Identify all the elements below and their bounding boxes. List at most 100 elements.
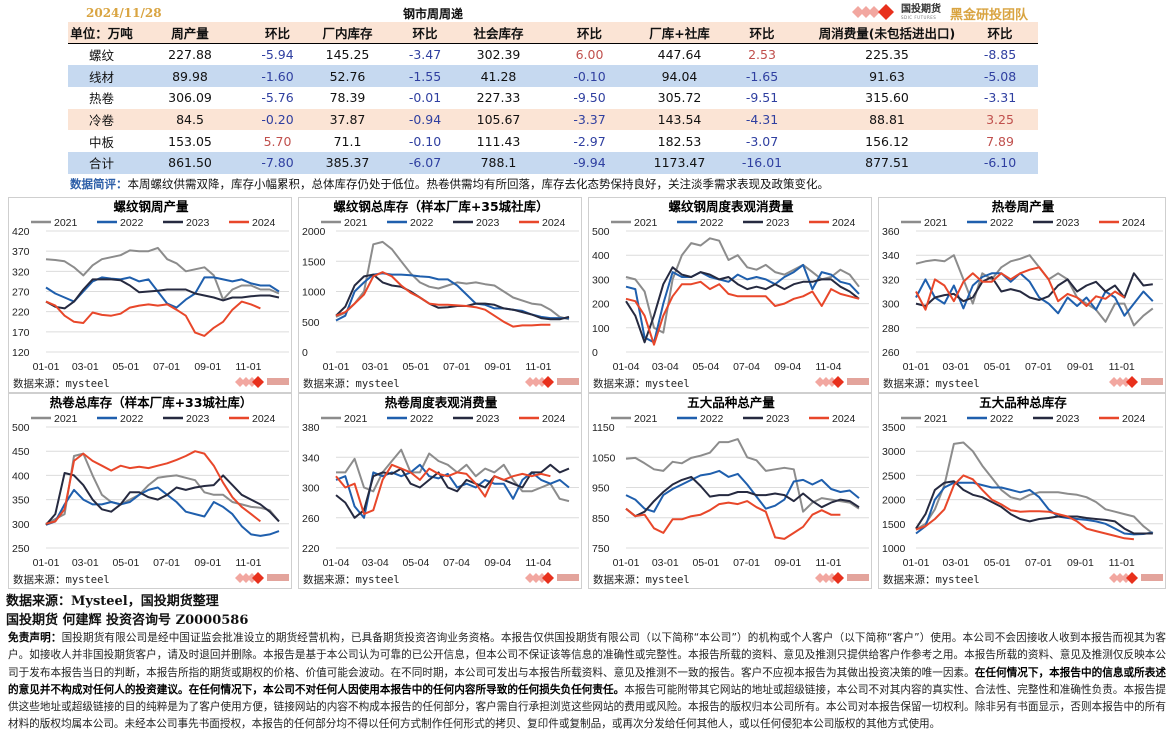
y-tick-label: 1500 xyxy=(302,256,326,268)
chart-logo-icon xyxy=(1109,572,1163,584)
x-tick-label: 01-01 xyxy=(33,361,60,373)
y-tick-label: 370 xyxy=(12,246,30,258)
chart-source: 数据来源：mysteel xyxy=(593,377,690,390)
x-tick-label: 07-01 xyxy=(153,557,180,569)
series-line-2023 xyxy=(45,472,280,526)
table-cell: -5.94 xyxy=(261,47,294,63)
logo-diamond xyxy=(542,376,554,388)
table-cell: 788.1 xyxy=(480,155,517,171)
chart-title: 热卷总库存（样本厂库+33城社库） xyxy=(50,395,253,410)
series-line-2022 xyxy=(625,469,860,513)
y-tick-label: 170 xyxy=(12,327,30,339)
y-tick-label: 450 xyxy=(12,446,30,458)
x-tick-label: 11-04 xyxy=(815,361,841,373)
x-tick-label: 09-01 xyxy=(1067,361,1094,373)
y-tick-label: 300 xyxy=(12,519,30,531)
chart-panel: 热卷总库存（样本厂库+33城社库） 2021 2022 2023 2024 250 300 3… xyxy=(8,393,292,589)
legend-label: 2024 xyxy=(252,413,276,425)
data-commentary: 数据简评：本周螺纹供需双降，库存小幅累积，总体库存仍处于低位。热卷供需均有所回落… xyxy=(70,176,829,192)
chart-source: 数据来源：mysteel xyxy=(593,573,690,586)
legend-label: 2022 xyxy=(990,413,1014,425)
line-chart: 热卷总库存（样本厂库+33城社库） 2021 2022 2023 2024 250 300 3… xyxy=(12,395,289,586)
chart-source: 数据来源：mysteel xyxy=(13,377,110,390)
legend-label: 2023 xyxy=(766,217,790,229)
x-tick-label: 03-01 xyxy=(942,557,969,569)
legend-label: 2023 xyxy=(1056,413,1080,425)
y-tick-label: 320 xyxy=(12,266,30,278)
chart-source: 数据来源：mysteel xyxy=(303,573,400,586)
x-tick-label: 11-01 xyxy=(235,557,261,569)
x-tick-label: 01-01 xyxy=(323,361,350,373)
table-cell: 94.04 xyxy=(661,68,698,84)
y-tick-label: 260 xyxy=(882,347,900,359)
table-cell: 5.70 xyxy=(263,133,292,149)
logo-diamond-icon xyxy=(852,4,894,20)
x-tick-label: 03-04 xyxy=(362,557,389,569)
table-cell: 2.53 xyxy=(748,47,776,63)
x-tick-label: 07-04 xyxy=(733,361,760,373)
logo-diamond xyxy=(832,572,844,584)
table-cell: -9.94 xyxy=(573,155,606,171)
logo-text-mark xyxy=(847,574,869,581)
chart-panel: 螺纹钢周度表观消费量 2021 2022 2023 2024 0 100 200 300 400 5… xyxy=(588,197,872,393)
legend-label: 2021 xyxy=(924,217,948,229)
y-tick-label: 100 xyxy=(592,323,610,335)
table-cell: -5.08 xyxy=(983,68,1017,84)
y-tick-label: 0 xyxy=(592,347,598,359)
x-tick-label: 03-01 xyxy=(362,361,389,373)
logo-diamond xyxy=(1109,573,1119,583)
table-cell: -3.31 xyxy=(983,90,1017,106)
table-cell: -9.51 xyxy=(745,90,779,106)
row-label: 合计 xyxy=(88,156,114,172)
table-cell: -7.80 xyxy=(261,155,294,171)
table-row: 热卷 306.09 -5.76 78.39 -0.01 227.33 -9.50 305.72… xyxy=(68,87,1038,109)
line-chart: 螺纹钢总库存（样本厂库+35城社库） 2021 2022 2023 2024 0 500 10… xyxy=(302,199,579,390)
chart-source: 数据来源：mysteel xyxy=(883,573,980,586)
chart-source: 数据来源：mysteel xyxy=(13,573,110,586)
chart-logo-icon xyxy=(815,376,869,388)
logo-subtext: SDIC FUTURES xyxy=(901,14,937,20)
y-tick-label: 1050 xyxy=(592,452,616,464)
table-cell: 88.81 xyxy=(869,112,905,128)
legend-label: 2024 xyxy=(832,413,856,425)
logo-text-mark xyxy=(847,378,869,385)
column-header: 环比 xyxy=(385,22,465,45)
logo-text-mark xyxy=(267,574,289,581)
table-cell: -0.01 xyxy=(408,90,442,106)
x-tick-label: 09-01 xyxy=(1067,557,1094,569)
y-tick-label: 300 xyxy=(882,299,900,311)
table-cell: -9.50 xyxy=(573,90,606,106)
chart-logo-icon xyxy=(1109,376,1163,388)
table-cell: 306.09 xyxy=(168,90,212,106)
x-tick-label: 09-01 xyxy=(774,557,801,569)
line-chart: 五大品种总库存 2021 2022 2023 2024 1000 1500 2000 2500 3… xyxy=(882,395,1163,586)
y-tick-label: 500 xyxy=(592,226,610,238)
footer-author: 国投期货 何建辉 投资咨询号 Z0000586 xyxy=(6,613,249,628)
column-header: 环比 xyxy=(245,22,310,45)
table-cell: 37.87 xyxy=(329,112,366,128)
x-tick-label: 03-01 xyxy=(652,557,679,569)
column-header: 环比 xyxy=(962,22,1038,45)
table-cell: 7.89 xyxy=(986,133,1014,149)
y-tick-label: 260 xyxy=(302,513,320,525)
logo-diamond xyxy=(1126,376,1138,388)
y-tick-label: 500 xyxy=(12,422,30,434)
table-cell: -2.97 xyxy=(573,133,606,149)
logo-text-mark xyxy=(1141,574,1163,581)
chart-title: 五大品种总产量 xyxy=(687,395,775,410)
table-cell: -3.37 xyxy=(573,112,606,128)
table-cell: 305.72 xyxy=(657,90,702,106)
x-tick-label: 01-01 xyxy=(613,557,640,569)
line-chart: 螺纹钢周度表观消费量 2021 2022 2023 2024 0 100 200 300 400 5… xyxy=(592,199,869,390)
x-tick-label: 09-01 xyxy=(194,557,221,569)
table-cell: -4.31 xyxy=(745,112,779,128)
y-tick-label: 350 xyxy=(12,495,30,507)
table-cell: -0.94 xyxy=(408,112,442,128)
steel-weekly-table: 单位：万吨 周产量 环比 厂内库存 环比 社会库存 环比 厂库+社库 环比 周消费量(未包括进出口… xyxy=(68,22,1038,174)
x-tick-label: 01-04 xyxy=(613,361,640,373)
y-tick-label: 400 xyxy=(12,470,30,482)
chart-panel: 五大品种总库存 2021 2022 2023 2024 1000 1500 2000 2500 3… xyxy=(878,393,1166,589)
series-line-2024 xyxy=(45,450,262,525)
table-cell: 105.67 xyxy=(476,112,521,128)
x-tick-label: 07-01 xyxy=(1025,361,1052,373)
